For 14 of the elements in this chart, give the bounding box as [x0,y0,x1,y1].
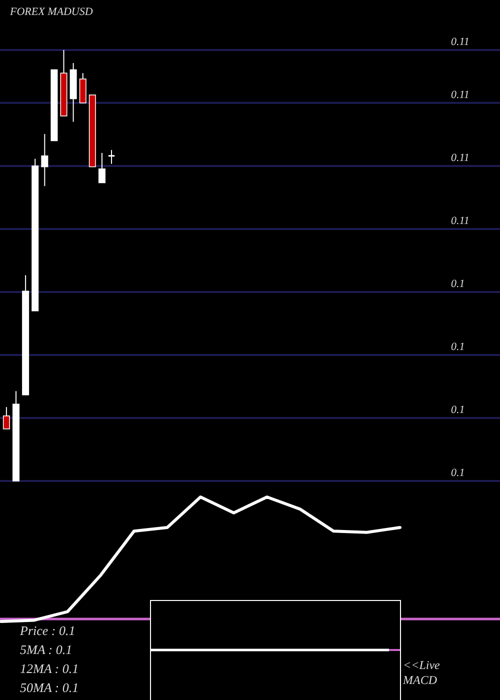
text: Price : 0.1 [19,623,76,638]
y-tick-label: 0.1 [451,278,465,290]
y-tick-label: 0.11 [451,152,470,164]
chart-title: FOREX MADUSD [9,6,93,18]
y-tick-label: 0.1 [451,340,465,353]
text: 50MA : 0.1 [20,680,79,695]
y-tick-label: 0.11 [451,214,470,227]
y-tick-label: 0.1 [451,404,465,416]
y-tick-label: 0.1 [451,467,465,479]
text: 12MA : 0.1 [20,661,79,676]
text: <<Live MACD [402,658,441,687]
y-tick-label: 0.11 [451,36,470,48]
y-tick-label: 0.11 [451,88,470,101]
text: 5MA : 0.1 [20,642,72,657]
